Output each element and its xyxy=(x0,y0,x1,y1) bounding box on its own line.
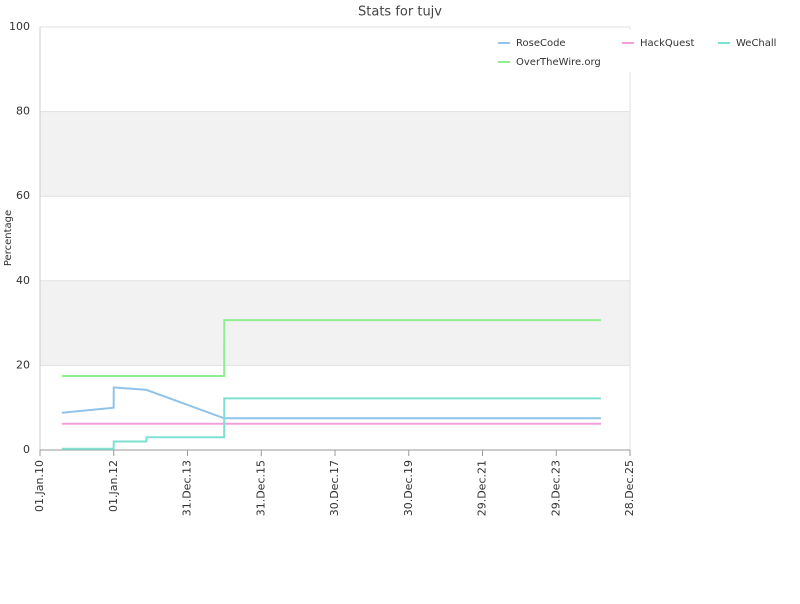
series-line xyxy=(61,386,601,420)
y-tick-label: 20 xyxy=(16,358,30,371)
series-line xyxy=(61,397,601,450)
x-tick-label: 01.Jan.10 xyxy=(33,460,46,512)
y-tick-label: 0 xyxy=(23,443,30,456)
x-tick-label: 28.Dec.25 xyxy=(623,460,636,516)
y-tick-label: 40 xyxy=(16,274,30,287)
x-tick-label: 31.Dec.15 xyxy=(254,460,267,516)
legend-label: WeChall xyxy=(736,38,776,49)
y-tick-label: 100 xyxy=(9,20,30,33)
legend-label: HackQuest xyxy=(640,38,695,49)
x-tick-label: 29.Dec.23 xyxy=(549,460,562,516)
y-tick-label: 80 xyxy=(16,105,30,118)
plot-band xyxy=(40,111,630,197)
x-tick-label: 30.Dec.19 xyxy=(402,460,415,516)
plot-band xyxy=(40,280,630,366)
y-tick-label: 60 xyxy=(16,189,30,202)
legend-label: RoseCode xyxy=(516,38,566,49)
x-tick-label: 31.Dec.13 xyxy=(181,460,194,516)
legend-label: OverTheWire.org xyxy=(516,57,601,68)
x-tick-label: 30.Dec.17 xyxy=(328,460,341,516)
x-tick-label: 29.Dec.21 xyxy=(476,460,489,516)
y-axis-label: Percentage xyxy=(3,210,14,266)
x-tick-label: 01.Jan.12 xyxy=(107,460,120,512)
series-line xyxy=(61,319,601,377)
chart-title: Stats for tujv xyxy=(358,5,442,20)
legend-box xyxy=(488,30,788,72)
